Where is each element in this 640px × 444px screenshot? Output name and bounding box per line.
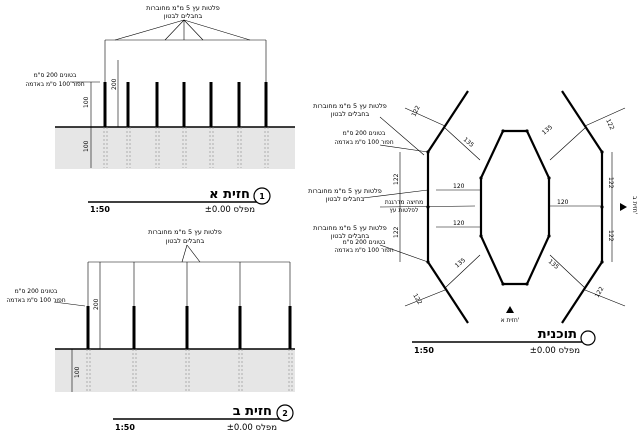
- dim-122-tl: 122: [410, 104, 421, 118]
- rail-note-line-2: בחבלים לבטון: [164, 12, 203, 20]
- post-note-line-2: חפור 100 ס"מ באדמה: [25, 81, 84, 88]
- plan-rail-left: [426, 90, 469, 324]
- ground-hatch-a: [55, 127, 295, 169]
- dim-135-bl: 135: [454, 257, 467, 270]
- posts-b: [86, 306, 292, 349]
- title-bubble-plan: [580, 330, 596, 346]
- dim-120-mid: 120: [453, 220, 465, 227]
- title-bubble-b: [276, 404, 294, 422]
- plan-post-note-1: בטונים 200 ס"מ: [343, 130, 386, 137]
- dim-122-bl: 122: [411, 293, 423, 307]
- dim-120-right: 120: [557, 199, 569, 206]
- plan-rail-note-1: פלטות עץ 5 מ"מ מחוברות: [313, 102, 387, 110]
- plan-rail-note-c2: בחבלים לבטון: [331, 232, 370, 240]
- dim-122-l2: 122: [393, 226, 400, 238]
- post-note-line-1: בטונים 200 ס"מ: [15, 288, 58, 295]
- title-bubble-a: [253, 187, 271, 205]
- dim-135-tr: 135: [541, 124, 554, 137]
- plan-rail-note-b2: בחבלים לבטון: [326, 195, 365, 203]
- plan-rail-right: [561, 90, 604, 324]
- dim-above-a: 100: [83, 96, 90, 108]
- post-note-line-1: בטונים 200 ס"מ: [34, 72, 77, 79]
- plan-strip-note-1: מחיצה מדרגנת: [385, 199, 423, 206]
- plan-dim-lines: [399, 107, 626, 307]
- plan-strip-note-2: לפלטות עץ: [390, 207, 419, 214]
- post-note-line-2: חפור 100 ס"מ באדמה: [6, 297, 65, 304]
- title-b: חזית ב: [233, 404, 272, 419]
- plan-post-note-b1: בטונים 200 ס"מ: [343, 239, 386, 246]
- dim-post-b: 200: [93, 298, 100, 310]
- rail-note-line-1: פלטות עץ 5 מ"מ מחוברות: [146, 4, 220, 12]
- plan-center-hexagon: [479, 129, 551, 286]
- elevation-b: 200 100 פלטות עץ 5 מ"מ מחוברות בחבלים לב…: [6, 228, 295, 433]
- dim-below-b: 100: [74, 366, 81, 378]
- scale-a: 1:50: [90, 205, 110, 214]
- plan-post-note-b2: חפור 100 ס"מ באדמה: [334, 247, 393, 254]
- dim-120-top: 120: [453, 183, 465, 190]
- datum-plan: מפלס ±0.00: [530, 346, 580, 356]
- datum-b: מפלס ±0.00: [227, 423, 277, 433]
- dim-122-l1: 122: [393, 173, 400, 185]
- title-number-b: 2: [282, 409, 288, 418]
- datum-a: מפלס ±0.00: [205, 205, 255, 215]
- dim-122-tr: 122: [604, 118, 615, 132]
- plan-rail-note-c1: פלטות עץ 5 מ"מ מחוברות: [313, 224, 387, 232]
- dim-122-br: 122: [594, 285, 606, 299]
- ground-hatch-b: [55, 349, 295, 392]
- elevation-a: 100 100 200 פלטות עץ 5 מ"מ מחוברות בחבלי…: [25, 4, 295, 215]
- dim-135-tl: 135: [462, 136, 475, 149]
- dim-below-a: 100: [83, 140, 90, 152]
- plan-leaders: [362, 116, 476, 263]
- plan: 122 135 135 122 122 122 122 122 120 120 …: [308, 90, 638, 356]
- section-b-label: חזית ב': [631, 196, 638, 215]
- section-a-arrow: [506, 306, 514, 313]
- dim-post-a: 200: [111, 78, 118, 90]
- scale-b: 1:50: [115, 423, 135, 432]
- rail-note-line-1: פלטות עץ 5 מ"מ מחוברות: [148, 228, 222, 236]
- scale-plan: 1:50: [414, 346, 434, 355]
- plan-rail-note-2: בחבלים לבטון: [331, 110, 370, 118]
- title-a: חזית א: [209, 187, 250, 202]
- plan-posts: [426, 129, 604, 286]
- dim-135-br: 135: [547, 258, 560, 271]
- title-number-a: 1: [259, 192, 265, 201]
- post-footings-a: [103, 127, 269, 168]
- section-a-label: חזית א': [501, 317, 520, 324]
- leaders-a: [70, 19, 251, 83]
- dim-122-r2: 122: [607, 230, 614, 242]
- section-b-arrow: [620, 203, 627, 211]
- title-plan: תוכנית: [538, 327, 577, 342]
- dim-122-r1: 122: [607, 177, 614, 189]
- plan-rail-note-b1: פלטות עץ 5 מ"מ מחוברות: [308, 187, 382, 195]
- post-footings-b: [86, 349, 293, 392]
- plan-post-note-2: חפור 100 ס"מ באדמה: [334, 139, 393, 146]
- leaders-b: [53, 244, 201, 307]
- posts-a: [103, 82, 268, 127]
- rail-note-line-2: בחבלים לבטון: [166, 237, 205, 245]
